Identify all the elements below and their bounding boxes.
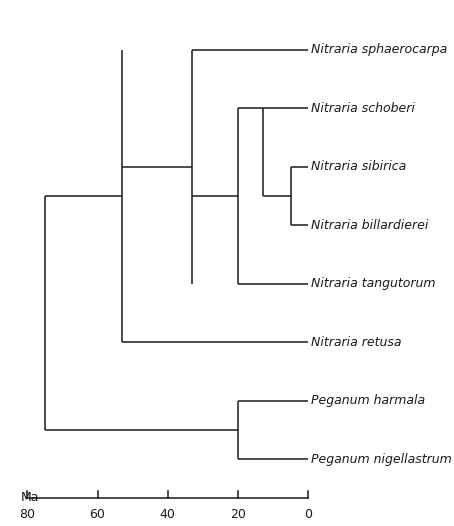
Text: Nitraria sibirica: Nitraria sibirica [311, 160, 406, 173]
Text: Peganum nigellastrum: Peganum nigellastrum [311, 453, 452, 466]
Text: Nitraria tangutorum: Nitraria tangutorum [311, 277, 435, 290]
Text: Ma: Ma [20, 491, 39, 504]
Text: 20: 20 [230, 508, 246, 521]
Text: 80: 80 [20, 508, 35, 521]
Text: 0: 0 [304, 508, 312, 521]
Text: Nitraria billardierei: Nitraria billardierei [311, 219, 429, 232]
Text: Nitraria schoberi: Nitraria schoberi [311, 102, 415, 115]
Text: Nitraria retusa: Nitraria retusa [311, 336, 401, 349]
Text: Peganum harmala: Peganum harmala [311, 394, 425, 408]
Text: 60: 60 [89, 508, 105, 521]
Text: 40: 40 [160, 508, 176, 521]
Text: Nitraria sphaerocarpa: Nitraria sphaerocarpa [311, 43, 447, 56]
